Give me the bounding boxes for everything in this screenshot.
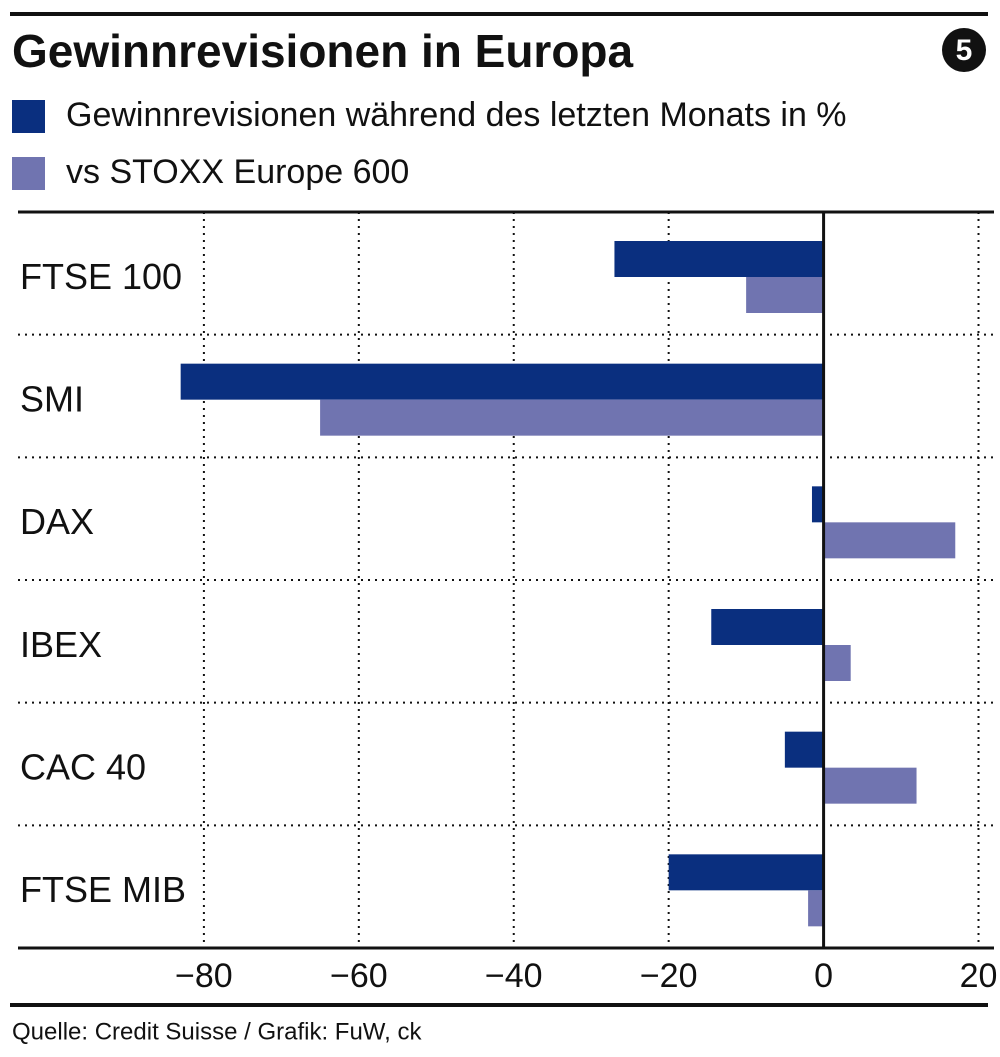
- bar: [668, 854, 824, 891]
- y-tick-label: IBEX: [20, 624, 102, 665]
- x-tick-label: −20: [640, 957, 698, 995]
- bar: [823, 645, 851, 681]
- bar: [320, 399, 824, 436]
- x-tick-label: 20: [960, 957, 998, 995]
- y-tick-label: FTSE 100: [20, 256, 182, 297]
- bar: [811, 486, 824, 523]
- y-tick-label: FTSE MIB: [20, 869, 186, 910]
- y-tick-label: CAC 40: [20, 747, 146, 788]
- legend-label: Gewinnrevisionen während des letzten Mon…: [66, 96, 847, 134]
- bar: [614, 241, 824, 277]
- y-tick-label: SMI: [20, 379, 84, 420]
- legend-swatch: [12, 100, 45, 133]
- source: Quelle: Credit Suisse / Grafik: FuW, ck: [12, 1018, 422, 1045]
- bar: [808, 890, 824, 927]
- x-tick-label: 0: [814, 957, 833, 995]
- x-tick-label: −60: [330, 957, 388, 995]
- x-tick-label: −40: [485, 957, 543, 995]
- bar: [823, 522, 956, 559]
- chart-title: Gewinnrevisionen in Europa: [12, 25, 634, 77]
- legend-swatch: [12, 157, 45, 190]
- legend-label: vs STOXX Europe 600: [66, 153, 409, 191]
- bar: [823, 767, 917, 804]
- x-tick-label: −80: [175, 957, 233, 995]
- bar: [784, 731, 824, 768]
- bar: [711, 609, 824, 645]
- badge-circle: [942, 28, 986, 72]
- y-tick-label: DAX: [20, 501, 94, 542]
- bar: [180, 363, 824, 400]
- bar: [746, 277, 824, 313]
- badge: 5: [956, 34, 973, 67]
